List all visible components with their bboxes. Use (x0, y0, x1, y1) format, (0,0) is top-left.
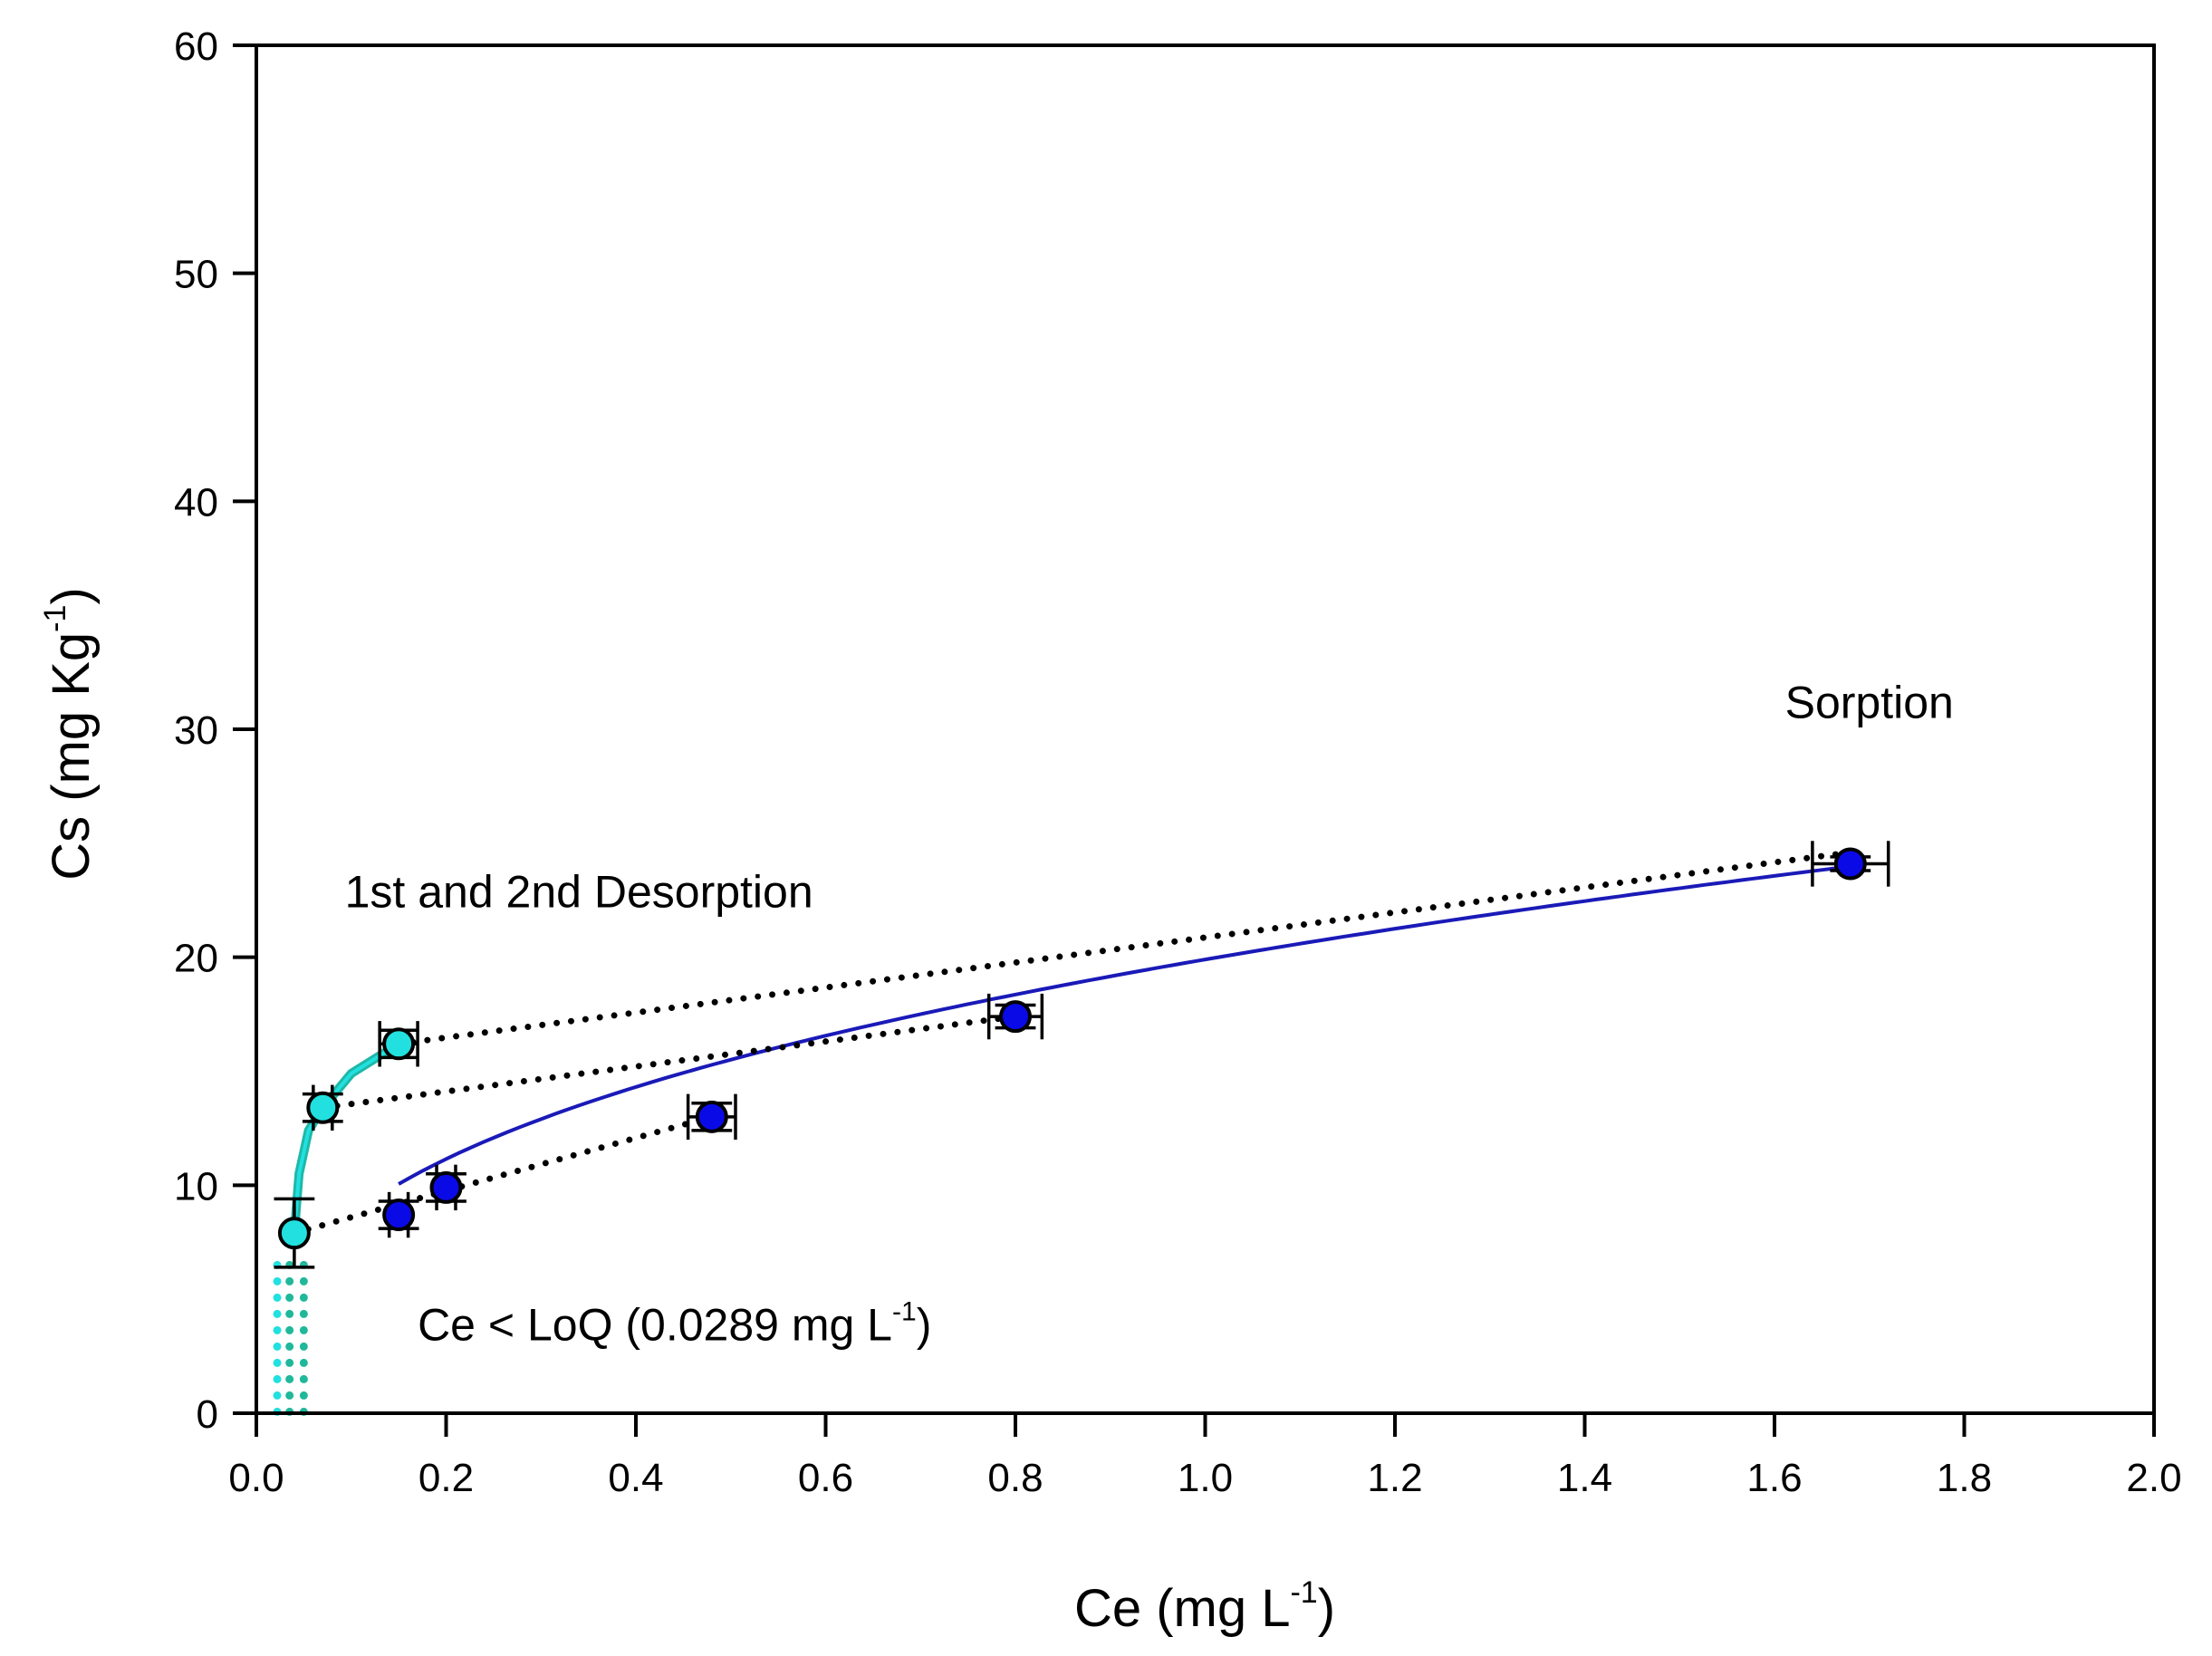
annotation-loq-end: ) (917, 1299, 932, 1350)
desorption-point-1 (277, 1217, 311, 1250)
x-tick-label: 1.2 (1367, 1456, 1422, 1500)
y-tick-label: 50 (174, 253, 218, 297)
annotation-loq: Ce < LoQ (0.0289 mg L-1) (418, 1296, 931, 1350)
y-tick-label: 30 (174, 708, 218, 753)
fit-curves (289, 864, 1851, 1234)
x-tick-label: 1.4 (1557, 1456, 1612, 1500)
sorption-point-5 (1833, 847, 1867, 881)
x-tick-label: 0.0 (228, 1456, 284, 1500)
x-axis-title-end: ) (1318, 1579, 1335, 1638)
x-tick-label: 2.0 (2126, 1456, 2181, 1500)
data-points (277, 847, 1867, 1250)
tick-labels: 0.0 0.2 0.4 0.6 0.8 1.0 1.2 1.4 1.6 1.8 2.0 0 10 20 30… (174, 24, 2182, 1500)
x-axis-title-main: Ce (mg L (1074, 1579, 1291, 1638)
x-tick-label: 0.4 (608, 1456, 663, 1500)
y-axis-title-main: Cs (mg Kg (42, 632, 101, 881)
sorption-point-1 (382, 1199, 416, 1232)
tie-line-1 (291, 1113, 716, 1237)
annotation-loq-sup: -1 (892, 1296, 917, 1326)
x-tick-label: 0.8 (987, 1456, 1043, 1500)
axes (233, 43, 2156, 1437)
desorption-fit-curve (289, 1040, 401, 1234)
sorption-point-2 (429, 1170, 463, 1204)
tie-line-3 (395, 849, 1854, 1047)
x-tick-label: 1.6 (1746, 1456, 1802, 1500)
y-tick-label: 10 (174, 1164, 218, 1208)
y-axis-title: Cs (mg Kg-1) (38, 587, 101, 881)
y-tick-label: 20 (174, 937, 218, 981)
desorption-point-2 (306, 1091, 340, 1124)
y-tick-label: 60 (174, 24, 218, 69)
plot-frame (255, 43, 2156, 1415)
x-axis-title: Ce (mg L-1) (1074, 1575, 1335, 1638)
x-tick-label: 1.0 (1178, 1456, 1233, 1500)
x-tick-label: 0.2 (418, 1456, 474, 1500)
y-axis-title-end: ) (42, 587, 101, 604)
tie-line-2 (319, 1013, 1019, 1112)
y-tick-label: 0 (197, 1392, 218, 1437)
annotation-loq-main: Ce < LoQ (0.0289 mg L (418, 1299, 892, 1350)
sorption-point-4 (999, 1000, 1032, 1034)
x-axis-title-sup: -1 (1290, 1575, 1317, 1610)
desorption-point-3 (382, 1027, 416, 1061)
x-tick-label: 0.6 (798, 1456, 853, 1500)
x-tick-label: 1.8 (1937, 1456, 1992, 1500)
y-tick-label: 40 (174, 480, 218, 525)
sorption-point-3 (695, 1100, 728, 1133)
annotation-desorption: 1st and 2nd Desorption (345, 866, 813, 917)
tie-lines (291, 849, 1854, 1237)
loq-lines (273, 1260, 308, 1418)
annotation-sorption: Sorption (1785, 677, 1954, 727)
y-axis-title-sup: -1 (38, 605, 72, 632)
sorption-fit-curve (398, 864, 1851, 1186)
